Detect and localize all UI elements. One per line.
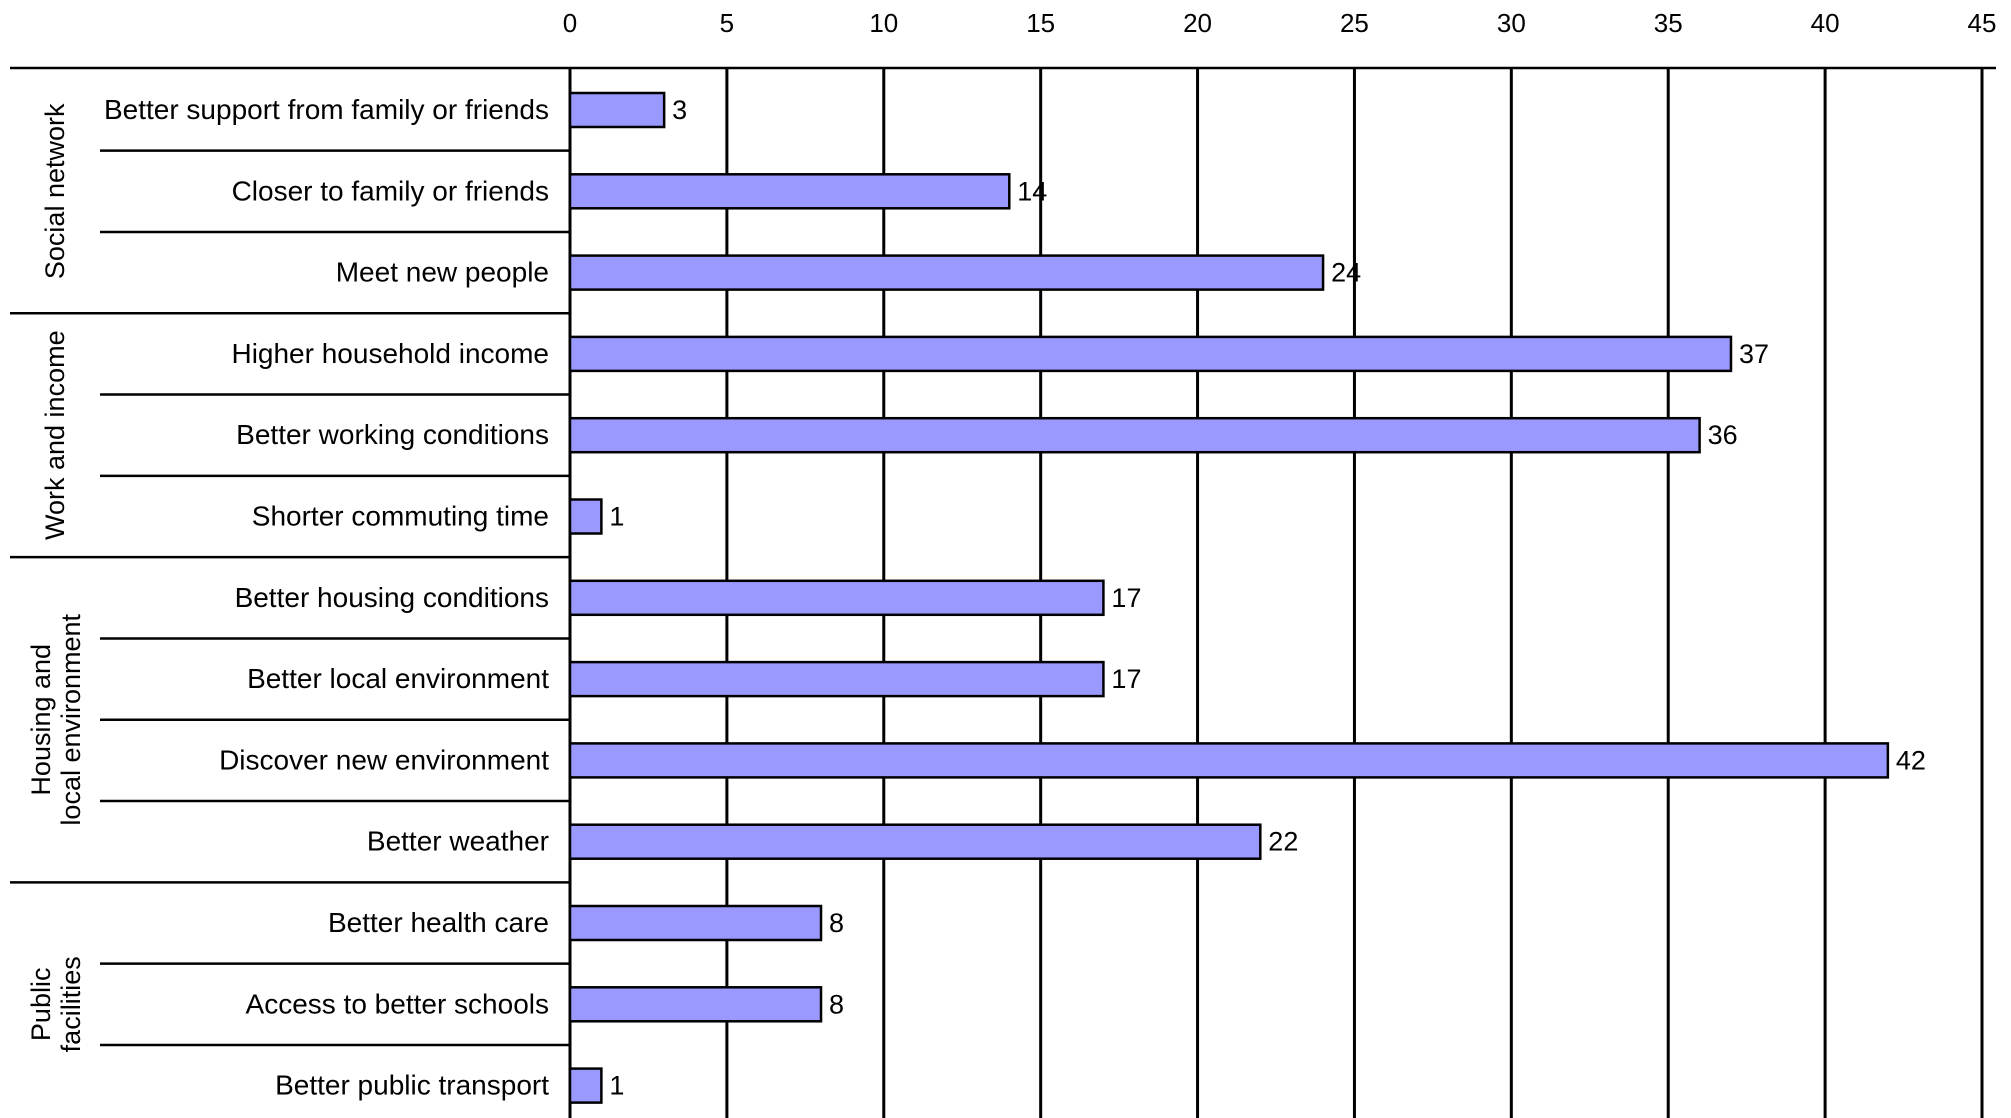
data-label: 22 bbox=[1268, 827, 1298, 857]
data-label: 36 bbox=[1708, 420, 1738, 450]
x-tick-label: 45 bbox=[1968, 8, 1997, 38]
category-label: Better public transport bbox=[275, 1070, 549, 1101]
group-label: Publicfacilities bbox=[26, 956, 86, 1052]
bar bbox=[568, 660, 1105, 698]
data-label: 17 bbox=[1111, 664, 1141, 694]
x-tick-label: 25 bbox=[1340, 8, 1369, 38]
bar bbox=[568, 416, 1701, 454]
data-label: 42 bbox=[1896, 745, 1926, 775]
group-label-line: Public bbox=[26, 968, 56, 1042]
x-tick-label: 20 bbox=[1183, 8, 1212, 38]
x-tick-label: 30 bbox=[1497, 8, 1526, 38]
data-label: 37 bbox=[1739, 339, 1769, 369]
data-label: 1 bbox=[609, 1071, 624, 1101]
bar bbox=[568, 173, 1011, 210]
x-tick-label: 10 bbox=[869, 8, 898, 38]
group-label-line: Housing and bbox=[26, 644, 56, 796]
group-label: Housing andlocal environment bbox=[26, 613, 86, 825]
category-label: Better support from family or friends bbox=[104, 94, 549, 125]
category-label: Access to better schools bbox=[246, 988, 549, 1019]
bar bbox=[568, 904, 823, 942]
x-tick-label: 35 bbox=[1654, 8, 1683, 38]
bar bbox=[568, 579, 1105, 617]
bar bbox=[568, 498, 603, 535]
data-label: 3 bbox=[672, 95, 687, 125]
category-label: Shorter commuting time bbox=[252, 501, 549, 532]
group-label-line: facilities bbox=[56, 956, 86, 1052]
data-label: 1 bbox=[609, 502, 624, 532]
bar bbox=[568, 986, 823, 1023]
x-tick-label: 15 bbox=[1026, 8, 1055, 38]
data-label: 8 bbox=[829, 908, 844, 938]
data-label: 24 bbox=[1331, 258, 1361, 288]
data-label: 14 bbox=[1017, 176, 1047, 206]
bar bbox=[568, 254, 1325, 291]
data-label: 8 bbox=[829, 989, 844, 1019]
bar bbox=[568, 823, 1262, 860]
bar bbox=[568, 742, 1890, 779]
category-label: Closer to family or friends bbox=[232, 175, 549, 206]
bar bbox=[568, 335, 1733, 373]
data-label: 17 bbox=[1111, 583, 1141, 613]
category-label: Better housing conditions bbox=[235, 582, 549, 613]
group-label: Social network bbox=[40, 103, 70, 279]
x-tick-label: 0 bbox=[563, 8, 577, 38]
group-label-line: local environment bbox=[56, 613, 86, 825]
category-label: Better health care bbox=[328, 907, 549, 938]
category-label: Meet new people bbox=[336, 257, 549, 288]
category-label: Discover new environment bbox=[219, 744, 549, 775]
group-label: Work and income bbox=[40, 330, 70, 540]
category-label: Better local environment bbox=[247, 663, 549, 694]
x-tick-label: 40 bbox=[1811, 8, 1840, 38]
bar bbox=[568, 1067, 603, 1104]
category-label: Better weather bbox=[367, 826, 549, 857]
x-tick-label: 5 bbox=[720, 8, 734, 38]
bar bbox=[568, 91, 666, 129]
category-label: Higher household income bbox=[231, 338, 549, 369]
category-label: Better working conditions bbox=[236, 419, 549, 450]
